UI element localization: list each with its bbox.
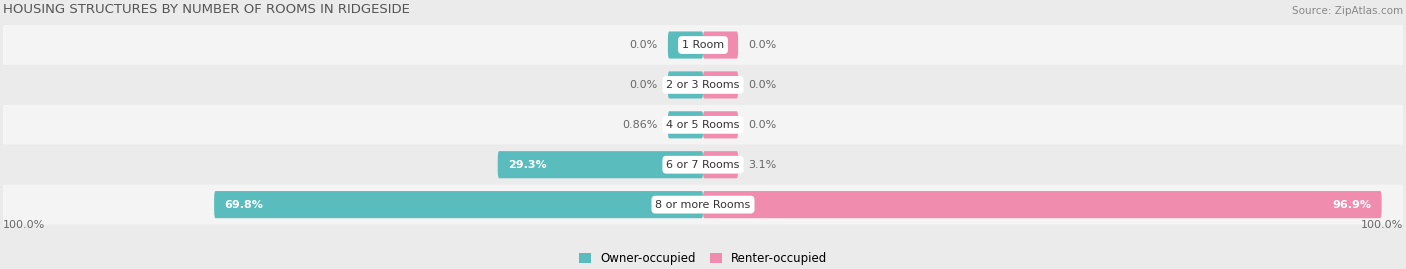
Text: 3.1%: 3.1% (748, 160, 776, 170)
Text: 0.0%: 0.0% (748, 120, 776, 130)
Text: 0.0%: 0.0% (748, 40, 776, 50)
Legend: Owner-occupied, Renter-occupied: Owner-occupied, Renter-occupied (579, 252, 827, 266)
Text: 6 or 7 Rooms: 6 or 7 Rooms (666, 160, 740, 170)
FancyBboxPatch shape (3, 145, 1403, 185)
Text: 0.0%: 0.0% (748, 80, 776, 90)
Text: 96.9%: 96.9% (1331, 200, 1371, 210)
FancyBboxPatch shape (703, 191, 1382, 218)
Text: 100.0%: 100.0% (1361, 220, 1403, 229)
Text: 0.0%: 0.0% (630, 80, 658, 90)
Text: 2 or 3 Rooms: 2 or 3 Rooms (666, 80, 740, 90)
FancyBboxPatch shape (668, 71, 703, 98)
FancyBboxPatch shape (3, 65, 1403, 105)
FancyBboxPatch shape (3, 25, 1403, 65)
Text: 4 or 5 Rooms: 4 or 5 Rooms (666, 120, 740, 130)
FancyBboxPatch shape (703, 31, 738, 59)
FancyBboxPatch shape (214, 191, 703, 218)
FancyBboxPatch shape (3, 185, 1403, 225)
Text: 0.0%: 0.0% (630, 40, 658, 50)
Text: 8 or more Rooms: 8 or more Rooms (655, 200, 751, 210)
Text: HOUSING STRUCTURES BY NUMBER OF ROOMS IN RIDGESIDE: HOUSING STRUCTURES BY NUMBER OF ROOMS IN… (3, 3, 409, 16)
Text: Source: ZipAtlas.com: Source: ZipAtlas.com (1292, 6, 1403, 16)
Text: 69.8%: 69.8% (225, 200, 263, 210)
FancyBboxPatch shape (668, 111, 703, 138)
FancyBboxPatch shape (3, 105, 1403, 145)
Text: 1 Room: 1 Room (682, 40, 724, 50)
FancyBboxPatch shape (703, 71, 738, 98)
Text: 29.3%: 29.3% (509, 160, 547, 170)
FancyBboxPatch shape (703, 111, 738, 138)
FancyBboxPatch shape (703, 151, 738, 178)
Text: 0.86%: 0.86% (621, 120, 658, 130)
Text: 100.0%: 100.0% (3, 220, 45, 229)
FancyBboxPatch shape (498, 151, 703, 178)
FancyBboxPatch shape (668, 31, 703, 59)
